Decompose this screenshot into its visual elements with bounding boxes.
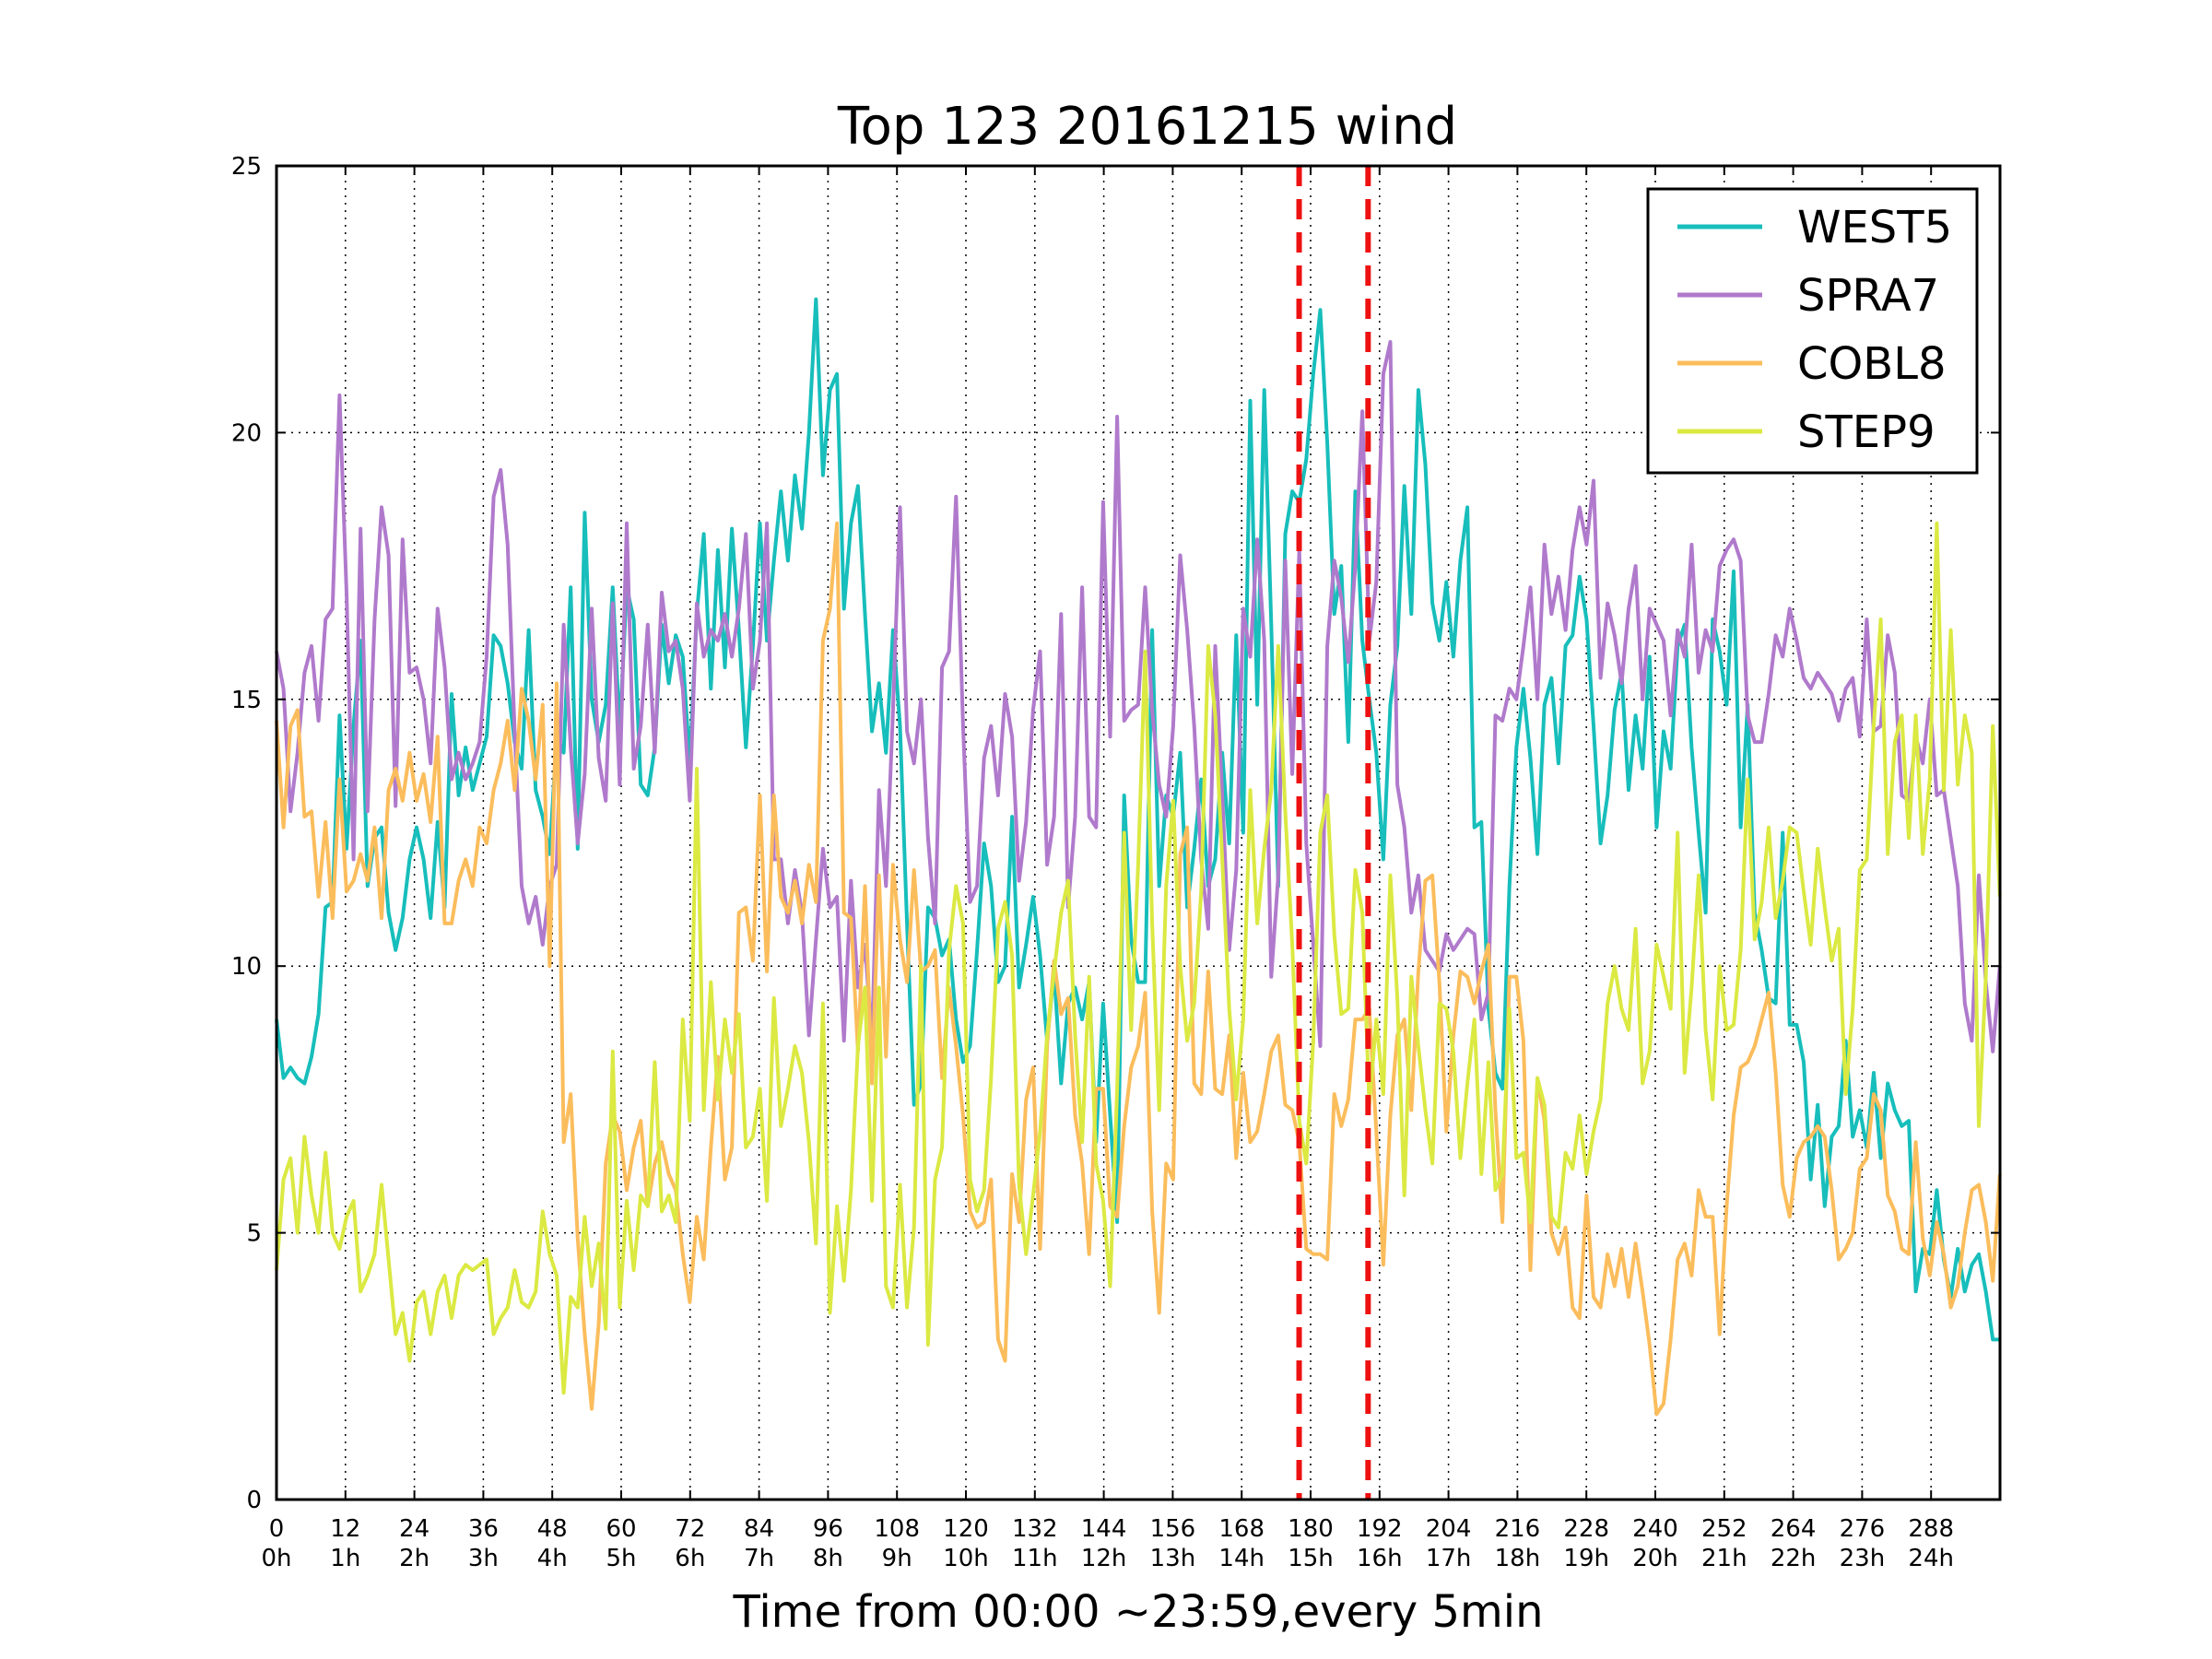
legend-items: WEST5 SPRA7 COBL8 STEP9 [1677,202,1952,458]
x-tick-label: 72 [675,1515,705,1543]
y-tick-label: 0 [246,1487,262,1514]
x-tick-label: 192 [1357,1515,1403,1543]
x-tick-label: 228 [1563,1515,1609,1543]
vertical-markers [1296,166,1371,1500]
x-tick-label: 96 [813,1515,843,1543]
x-tick-sublabel: 16h [1357,1545,1403,1572]
plot-frame [275,164,2002,1501]
x-tick-label: 60 [606,1515,636,1543]
x-tick-sublabel: 11h [1012,1545,1058,1572]
x-tick-label: 36 [468,1515,499,1543]
x-tick-label: 24 [399,1515,429,1543]
legend-label: WEST5 [1797,202,1952,253]
x-tick-label: 132 [1012,1515,1058,1543]
legend-box [1646,187,1979,475]
x-tick-label: 48 [537,1515,568,1543]
chart-title: Top 123 20161215 wind [837,97,1457,157]
x-tick-sublabel: 24h [1908,1545,1954,1572]
x-tick-sublabel: 13h [1150,1545,1196,1572]
x-tick-sublabel: 10h [943,1545,989,1572]
x-tick-label: 0 [269,1515,285,1543]
x-tick-label: 84 [744,1515,774,1543]
x-tick-label: 156 [1150,1515,1196,1543]
legend: WEST5 SPRA7 COBL8 STEP9 [1646,187,1979,475]
x-tick-label: 120 [943,1515,989,1543]
x-tick-label: 204 [1426,1515,1472,1543]
x-tick-sublabel: 1h [330,1545,360,1572]
x-tick-label: 276 [1840,1515,1886,1543]
series-line-west5 [275,297,2000,1342]
x-tick-sublabel: 15h [1288,1545,1334,1572]
x-tick-label: 168 [1218,1515,1265,1543]
x-tick-label: 288 [1908,1515,1954,1543]
x-tick-label: 252 [1701,1515,1747,1543]
x-tick-sublabel: 17h [1426,1545,1472,1572]
series-lines [275,297,2002,1417]
x-tick-sublabel: 0h [261,1545,291,1572]
x-tick-sublabel: 3h [468,1545,499,1572]
x-tick-sublabel: 12h [1081,1545,1127,1572]
x-tick-sublabel: 2h [399,1545,429,1572]
axis-ticks: 00h121h242h363h484h605h726h847h968h1089h… [231,153,2000,1572]
x-tick-label: 12 [330,1515,360,1543]
x-tick-label: 108 [874,1515,920,1543]
x-tick-sublabel: 19h [1563,1545,1609,1572]
x-tick-sublabel: 18h [1495,1545,1541,1572]
x-tick-sublabel: 20h [1632,1545,1678,1572]
x-tick-sublabel: 22h [1771,1545,1817,1572]
x-tick-sublabel: 6h [675,1545,705,1572]
x-tick-label: 144 [1081,1515,1127,1543]
y-tick-label: 5 [246,1220,262,1248]
y-tick-label: 25 [231,153,262,181]
x-axis-label: Time from 00:00 ~23:59,every 5min [733,1586,1544,1638]
legend-label: COBL8 [1797,338,1947,390]
series-line-step9 [275,521,2002,1395]
x-tick-label: 264 [1771,1515,1817,1543]
y-tick-label: 20 [231,419,262,447]
y-tick-label: 15 [231,687,262,714]
series-line-spra7 [275,340,2002,1053]
x-tick-sublabel: 8h [813,1545,843,1572]
x-tick-sublabel: 5h [606,1545,636,1572]
x-tick-label: 180 [1288,1515,1334,1543]
x-tick-sublabel: 14h [1218,1545,1265,1572]
x-tick-sublabel: 21h [1701,1545,1747,1572]
legend-label: STEP9 [1797,406,1936,458]
x-tick-sublabel: 23h [1840,1545,1886,1572]
x-tick-label: 216 [1495,1515,1541,1543]
series-line-cobl8 [275,521,2002,1417]
x-tick-sublabel: 7h [744,1545,774,1572]
y-tick-label: 10 [231,953,262,981]
x-tick-sublabel: 4h [537,1545,568,1572]
x-tick-label: 240 [1632,1515,1678,1543]
legend-label: SPRA7 [1797,270,1939,322]
x-tick-sublabel: 9h [882,1545,912,1572]
